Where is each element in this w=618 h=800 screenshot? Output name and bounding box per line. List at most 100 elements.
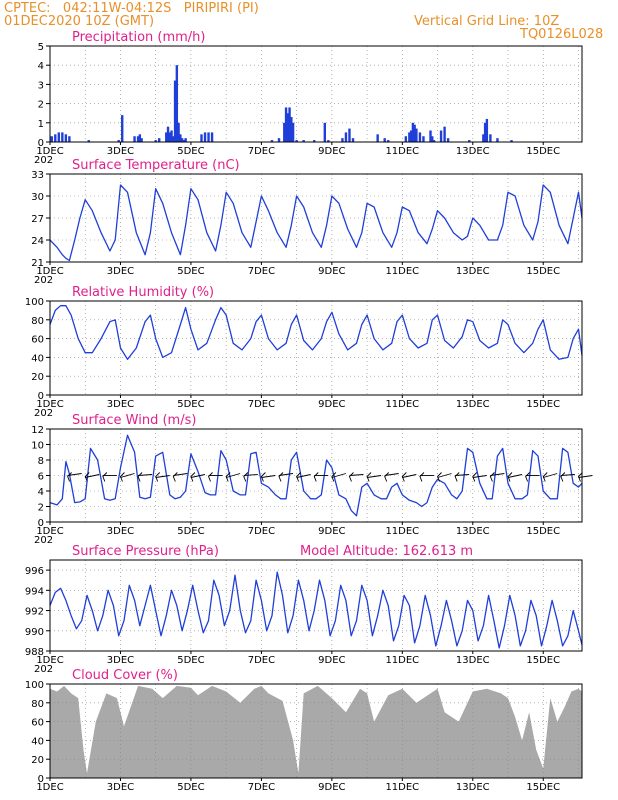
cloud-cover-xtick-label: 1DEC	[36, 782, 63, 793]
precipitation-bar	[496, 138, 499, 142]
precipitation-xtick-label: 1DEC	[36, 146, 63, 157]
wind-arrow-head	[560, 472, 566, 482]
precipitation-bar	[431, 136, 434, 142]
wind-arrow-shaft	[296, 474, 311, 478]
pressure-ytick-label: 992	[25, 607, 44, 618]
temperature-xtick-label: 11DEC	[385, 266, 419, 277]
precipitation-bar	[50, 136, 53, 142]
wind-arrow-shaft	[331, 473, 346, 478]
precipitation-bar	[429, 130, 432, 142]
pressure-xtick-label: 7DEC	[248, 655, 275, 666]
precipitation-bar	[313, 140, 316, 142]
humidity-xtick-label: 7DEC	[248, 399, 275, 410]
wind-arrow-shaft	[67, 473, 82, 476]
cloud-cover-area	[50, 685, 582, 778]
wind-arrow-head	[137, 472, 143, 482]
wind-title: Surface Wind (m/s)	[72, 413, 196, 428]
wind-ytick-label: 0	[38, 518, 44, 529]
precipitation-ytick-label: 4	[38, 61, 44, 72]
humidity-ytick-label: 40	[31, 353, 44, 364]
precipitation-bar	[182, 140, 186, 142]
wind-arrow-head	[155, 472, 161, 482]
precipitation-bar	[468, 140, 471, 142]
precipitation-bar	[482, 134, 485, 142]
wind-arrow-head	[489, 472, 495, 482]
wind-arrow-head	[67, 472, 72, 482]
wind-xtick-label: 7DEC	[248, 526, 275, 537]
wind-ytick-label: 8	[38, 456, 44, 467]
humidity-line	[49, 305, 583, 360]
wind-arrow-head	[384, 472, 390, 482]
temperature-xtick-label: 15DEC	[526, 266, 560, 277]
precipitation-bar	[166, 126, 170, 142]
wind-year-stub: 202	[34, 535, 53, 546]
wind-arrow-shaft	[190, 474, 206, 478]
precipitation-bar	[351, 138, 355, 142]
precipitation-bar	[376, 134, 379, 142]
wind-ytick-label: 12	[31, 425, 44, 436]
pressure-ytick-label: 988	[25, 647, 44, 658]
temperature-ytick-label: 21	[31, 258, 44, 269]
humidity-xtick-label: 11DEC	[385, 399, 419, 410]
wind-arrow-shaft	[138, 474, 153, 476]
precipitation-xtick-label: 5DEC	[177, 146, 204, 157]
wind-arrow-head	[472, 472, 478, 482]
humidity-ytick-label: 0	[38, 391, 44, 402]
precipitation-bar	[485, 118, 489, 142]
precipitation-bar	[411, 122, 415, 142]
cloud-cover-xtick-label: 13DEC	[456, 782, 490, 793]
precipitation-bar	[413, 124, 416, 142]
precipitation-xtick-label: 7DEC	[248, 146, 275, 157]
precipitation-bar	[284, 107, 288, 142]
wind-xtick-label: 9DEC	[318, 526, 345, 537]
precipitation-bar	[117, 140, 120, 142]
precipitation-ytick-label: 3	[38, 80, 44, 91]
precipitation-bar	[158, 138, 161, 142]
precipitation-ytick-label: 0	[38, 138, 44, 149]
temperature-ytick-label: 24	[31, 236, 44, 247]
pressure-line	[49, 571, 583, 649]
precipitation-bar	[387, 140, 390, 142]
wind-arrow-head	[208, 472, 213, 482]
precipitation-bar	[121, 115, 124, 142]
wind-ytick-label: 6	[38, 472, 44, 483]
cloud-cover-xtick-label: 7DEC	[248, 782, 275, 793]
wind-arrow-shaft	[402, 474, 417, 478]
precipitation-bar	[140, 138, 143, 142]
precipitation-bar	[288, 107, 291, 142]
wind-xtick-label: 13DEC	[456, 526, 490, 537]
wind-arrow-shaft	[261, 475, 276, 478]
precipitation-bar	[170, 130, 173, 142]
wind-xtick-label: 15DEC	[526, 526, 560, 537]
model-altitude-label: Model Altitude: 162.613 m	[300, 544, 473, 559]
precipitation-bar	[184, 138, 187, 142]
precipitation-bar	[483, 122, 487, 142]
wind-arrow-shaft	[120, 473, 135, 478]
wind-arrow-head	[454, 472, 460, 482]
cloud-cover-xtick-label: 9DEC	[318, 782, 345, 793]
temperature-xtick-label: 13DEC	[456, 266, 490, 277]
wind-xtick-label: 5DEC	[177, 526, 204, 537]
wind-arrow-head	[366, 472, 372, 482]
precipitation-bar	[415, 128, 418, 142]
wind-arrow-head	[313, 472, 319, 482]
wind-arrow-head	[401, 472, 407, 482]
precipitation-bar	[136, 136, 140, 142]
wind-arrow-shaft	[384, 473, 399, 476]
wind-arrow-shaft	[243, 474, 258, 476]
cloud-cover-ytick-label: 0	[38, 774, 44, 785]
cloud-cover-xtick-label: 3DEC	[107, 782, 134, 793]
precipitation-bar	[207, 132, 210, 142]
precipitation-bar	[173, 80, 177, 142]
precipitation-bar	[179, 134, 182, 142]
wind-arrow-head	[84, 472, 90, 482]
wind-arrow-head	[348, 472, 354, 482]
temperature-title: Surface Temperature (nC)	[72, 158, 240, 173]
temperature-xtick-label: 9DEC	[318, 266, 345, 277]
precipitation-bar	[87, 140, 90, 142]
precipitation-bar	[210, 132, 214, 142]
precipitation-bar	[341, 138, 344, 142]
precipitation-bar	[439, 130, 443, 142]
precipitation-bar	[154, 140, 157, 142]
